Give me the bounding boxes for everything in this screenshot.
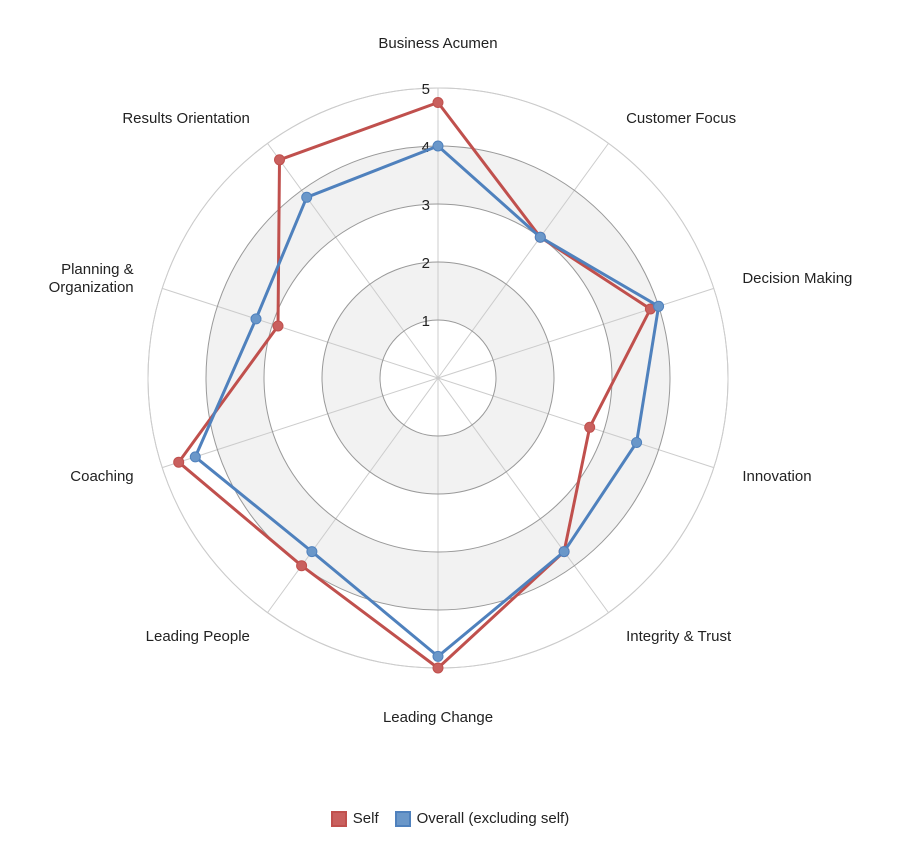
radar-series [173,97,665,674]
data-point [558,546,570,558]
axis-label: Leading People [146,628,250,645]
data-point [296,560,308,572]
legend: Self Overall (excluding self) [0,810,900,827]
ring-1 [379,319,497,437]
data-point [631,437,643,448]
axis-label: Customer Focus [626,110,736,127]
axis-label: Innovation [742,468,811,485]
tick-label: 3 [422,197,430,214]
axis-label: Decision Making [742,270,852,287]
spoke [267,143,439,379]
data-point [584,421,596,433]
legend-swatch-overall [394,810,411,827]
radar-spokes [162,88,714,668]
radar-tick-labels: 1 2 3 4 5 [422,81,430,330]
tick-label: 2 [422,255,430,272]
ring-2 [321,261,555,495]
axis-label: Results Orientation [122,110,250,127]
series-overall [189,140,665,662]
tick-label: 5 [422,81,430,98]
axis-label: Business Acumen [378,35,497,52]
tick-label: 1 [422,313,430,330]
data-point [653,300,665,312]
spoke [162,287,439,379]
data-point [272,320,284,332]
spoke [437,143,609,379]
series-self [173,97,656,674]
legend-item-overall[interactable]: Overall (excluding self) [394,810,570,827]
radar-plot: 1 2 3 4 5 Business Acumen Customer Focus Decis… [49,35,853,726]
legend-label-self: Self [352,810,379,827]
spoke [162,377,439,469]
spoke [267,377,439,613]
legend-swatch-self [330,810,347,827]
spoke [437,287,714,379]
axis-label: Coaching [70,468,133,485]
spoke [437,377,609,613]
data-point [274,154,285,166]
axis-label: Planning & Organization [49,261,134,296]
spoke [437,377,714,469]
data-point [189,451,201,463]
radar-axis-labels: Business Acumen Customer Focus Decision Ma… [49,35,853,726]
legend-item-self[interactable]: Self [330,810,379,827]
data-point [301,191,313,203]
data-point [432,662,444,674]
data-point [432,650,444,662]
tick-label: 4 [422,139,430,156]
axis-label: Leading Change [383,709,493,726]
data-point [432,97,444,108]
ring-3 [263,203,613,553]
data-point [173,456,185,468]
axis-label: Integrity & Trust [626,628,732,645]
legend-label-overall: Overall (excluding self) [416,810,570,827]
data-point [306,546,318,558]
data-point [534,231,546,243]
data-point [250,313,262,325]
data-point [432,140,444,152]
